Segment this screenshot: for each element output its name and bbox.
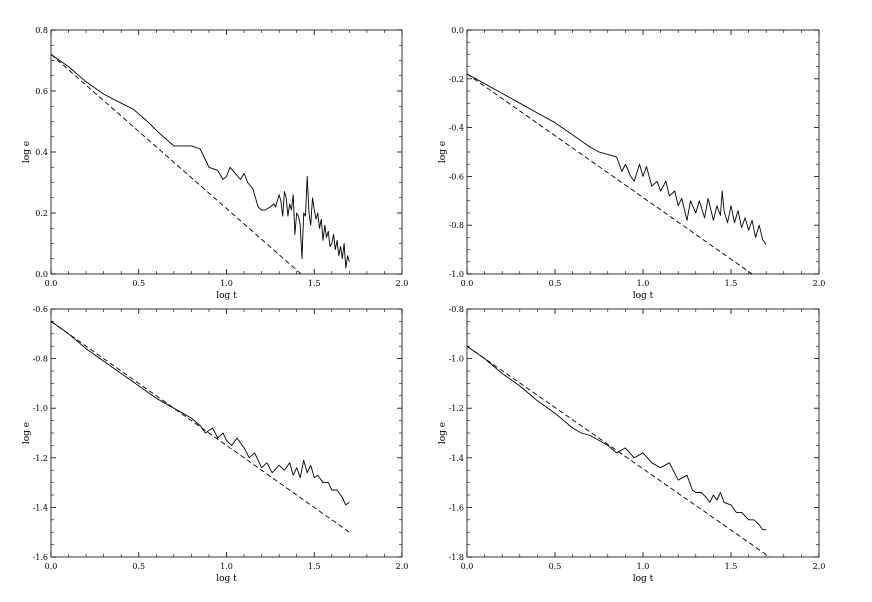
plot-panel-3: 0.0 0.5 1.0 1.5 2.0 -1.6 -1.4 -1.2 -1.0 -0.8 -0.6 l…	[22, 305, 408, 584]
y-tick-label: -1.2	[449, 404, 464, 413]
x-tick-label: 1.5	[725, 562, 738, 571]
plot-frame	[50, 308, 403, 558]
y-tick-label: 0.0	[451, 26, 464, 35]
y-tick-label: -1.4	[33, 503, 48, 512]
y-tick-label: -0.8	[449, 221, 464, 230]
dashed-fit-line	[466, 73, 753, 275]
x-tick-label: 2.0	[396, 279, 409, 288]
y-tick-label: -1.0	[449, 270, 464, 279]
y-tick-label: -0.8	[449, 305, 464, 314]
y-tick-label: 0.8	[35, 26, 48, 35]
dashed-fit-line	[50, 321, 350, 533]
y-tick-label: 0.2	[35, 209, 48, 218]
y-tick-label: 0.0	[35, 270, 48, 279]
data-line	[50, 321, 350, 506]
y-axis-label: log e	[438, 422, 448, 444]
plot-frame	[466, 29, 820, 275]
x-tick-label: 0.0	[461, 562, 474, 571]
y-tick-label: 0.6	[35, 87, 48, 96]
y-tick-label: -0.8	[33, 355, 48, 364]
data-line	[466, 73, 767, 245]
y-tick-label: -1.0	[449, 355, 464, 364]
dashed-fit-line	[50, 54, 302, 275]
x-tick-label: 2.0	[396, 562, 409, 571]
x-tick-label: 1.0	[220, 562, 233, 571]
x-tick-label: 0.0	[461, 279, 474, 288]
y-tick-label: -1.2	[33, 454, 48, 463]
y-tick-label: 0.4	[35, 148, 48, 157]
y-tick-label: -0.6	[449, 172, 464, 181]
data-line	[50, 54, 350, 269]
x-tick-label: 0.5	[132, 562, 145, 571]
data-line	[466, 345, 767, 531]
dashed-fit-line	[466, 345, 770, 558]
y-axis-label: log e	[22, 141, 32, 163]
y-tick-label: -1.4	[449, 454, 464, 463]
plot-panel-2: 0.0 0.5 1.0 1.5 2.0 -1.0 -0.8 -0.6 -0.4 -0.2 0.0 lo…	[438, 26, 825, 301]
plot-panel-1: 0.0 0.5 1.0 1.5 2.0 0.0 0.2 0.4 0.6 0.8 log t log e	[22, 26, 408, 301]
x-tick-label: 1.0	[637, 562, 650, 571]
x-axis-label: log t	[633, 291, 654, 301]
y-tick-label: -0.2	[449, 75, 464, 84]
y-tick-label: -0.4	[449, 124, 464, 133]
y-axis-label: log e	[438, 141, 448, 163]
y-tick-label: -1.6	[449, 503, 464, 512]
x-tick-label: 1.5	[308, 562, 321, 571]
x-tick-label: 2.0	[813, 279, 826, 288]
y-tick-label: -1.0	[33, 404, 48, 413]
x-tick-label: 0.5	[549, 279, 562, 288]
x-tick-label: 1.0	[220, 279, 233, 288]
y-tick-label: -0.6	[33, 305, 48, 314]
x-tick-label: 0.0	[45, 279, 58, 288]
plot-panel-4: 0.0 0.5 1.0 1.5 2.0 -1.8 -1.6 -1.4 -1.2 -1.0 -0.8 l…	[438, 305, 825, 584]
x-tick-label: 1.5	[725, 279, 738, 288]
x-tick-label: 0.5	[549, 562, 562, 571]
x-tick-label: 1.0	[637, 279, 650, 288]
x-axis-label: log t	[633, 574, 654, 584]
y-tick-label: -1.6	[33, 553, 48, 562]
x-tick-label: 1.5	[308, 279, 321, 288]
x-axis-label: log t	[216, 574, 237, 584]
y-tick-label: -1.8	[449, 553, 464, 562]
x-tick-label: 2.0	[813, 562, 826, 571]
x-axis-label: log t	[216, 291, 237, 301]
x-tick-label: 0.5	[132, 279, 145, 288]
x-tick-label: 0.0	[45, 562, 58, 571]
plot-frame	[50, 29, 403, 275]
y-axis-label: log e	[22, 422, 32, 444]
plot-frame	[466, 308, 820, 558]
